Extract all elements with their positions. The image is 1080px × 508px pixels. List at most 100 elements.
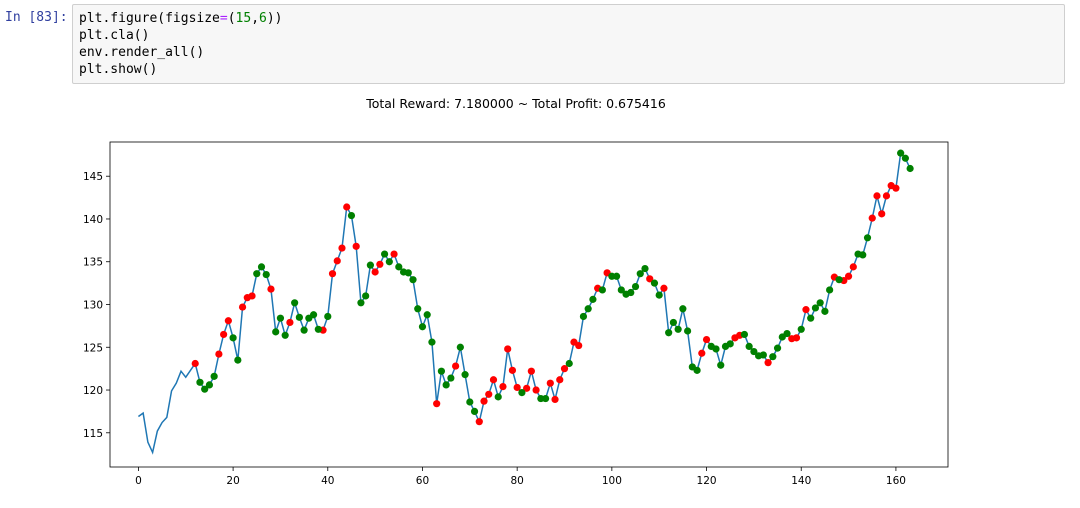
code-cell: In [83]: plt.figure(figsize=(15,6)) plt.… [0,0,1080,90]
buy-marker [518,388,526,397]
buy-marker [598,286,606,294]
buy-marker [769,353,777,361]
code-block[interactable]: plt.figure(figsize=(15,6)) plt.cla() env… [79,10,283,78]
buy-marker [262,270,270,279]
buy-marker [447,374,455,382]
sell-marker [390,250,398,258]
buy-marker [414,305,422,313]
buy-marker [428,338,436,346]
sell-marker [698,349,706,357]
buy-marker [783,329,791,338]
buy-marker [409,276,417,284]
buy-marker [234,356,242,364]
code-input-area[interactable]: plt.figure(figsize=(15,6)) plt.cla() env… [72,4,1065,84]
buy-marker [366,261,374,269]
buy-marker [281,331,289,339]
buy-marker [205,381,214,389]
buy-marker [627,288,635,297]
buy-marker [745,342,753,351]
buy-marker [684,327,692,335]
chart-title: Total Reward: 7.180000 ~ Total Profit: 0… [365,96,666,111]
y-tick-label-125: 125 [83,342,103,354]
buy-marker [821,307,829,315]
x-tick-label-100: 100 [602,475,622,487]
x-tick-label-140: 140 [791,475,811,487]
sell-marker [328,270,337,278]
x-tick-label-20: 20 [226,475,239,487]
buy-marker [357,299,365,307]
x-axis: 0 20 40 60 80 100 120 140 160 [135,467,906,487]
buy-marker [740,330,749,339]
sell-marker [333,257,341,265]
chart-output: Total Reward: 7.180000 ~ Total Profit: 0… [83,96,949,487]
sell-marker [343,203,351,211]
sell-marker [575,341,583,350]
buy-marker [589,295,597,303]
y-axis: 115 120 125 130 135 140 145 [83,171,110,440]
sell-marker [215,350,223,358]
buy-marker [807,314,815,322]
sell-marker [191,359,199,368]
y-tick-label-135: 135 [83,257,103,269]
buy-marker [494,393,502,401]
buy-marker [253,270,261,278]
sell-marker [560,365,569,373]
buy-marker [679,305,687,313]
plot-area [109,141,949,468]
buy-marker [901,154,909,162]
sell-marker [849,263,857,271]
y-tick-label-115: 115 [83,428,103,440]
buy-marker [863,234,872,242]
buy-marker [466,398,474,406]
buy-marker [470,407,479,416]
sell-marker [764,359,772,367]
sell-marker [646,275,654,283]
buy-marker [797,325,805,333]
buy-marker [631,282,640,291]
sell-marker [556,376,564,384]
x-tick-label-60: 60 [416,475,429,487]
buy-marker [300,326,308,334]
x-tick-label-160: 160 [886,475,906,487]
sell-marker [371,268,379,276]
buy-marker [347,211,356,220]
sell-marker [882,192,891,200]
y-tick-label-120: 120 [83,385,103,397]
buy-marker [712,345,720,353]
buy-marker [385,258,393,266]
sell-marker [352,242,360,250]
buy-marker [835,276,843,284]
sell-marker [238,303,247,311]
code-line-3: env.render_all() [79,45,205,60]
code-line-4: plt.show() [79,62,158,77]
buy-marker [717,361,725,369]
buy-marker [291,299,299,307]
sell-marker [489,376,498,384]
buy-marker [201,385,209,393]
buy-marker [579,312,588,321]
buy-marker [859,251,867,259]
sell-marker [267,285,275,293]
trade-markers [191,149,914,426]
sell-marker [499,383,507,391]
sell-marker [892,184,900,192]
x-tick-label-0: 0 [135,475,142,487]
buy-marker [665,329,673,337]
buy-marker [655,291,663,299]
sell-marker [433,400,441,408]
y-tick-label-145: 145 [83,171,103,183]
buy-marker [897,149,905,157]
code-line-2: plt.cla() [79,28,150,43]
sell-marker [532,386,540,394]
x-tick-label-120: 120 [697,475,717,487]
buy-marker [380,250,389,258]
sell-marker [286,318,294,327]
sell-marker [660,284,668,292]
sell-marker [513,383,521,392]
sell-marker [224,317,232,325]
buy-marker [541,394,550,403]
buy-marker [584,305,592,313]
buy-marker [826,286,834,294]
buy-marker [456,343,464,351]
buy-marker [257,263,266,271]
